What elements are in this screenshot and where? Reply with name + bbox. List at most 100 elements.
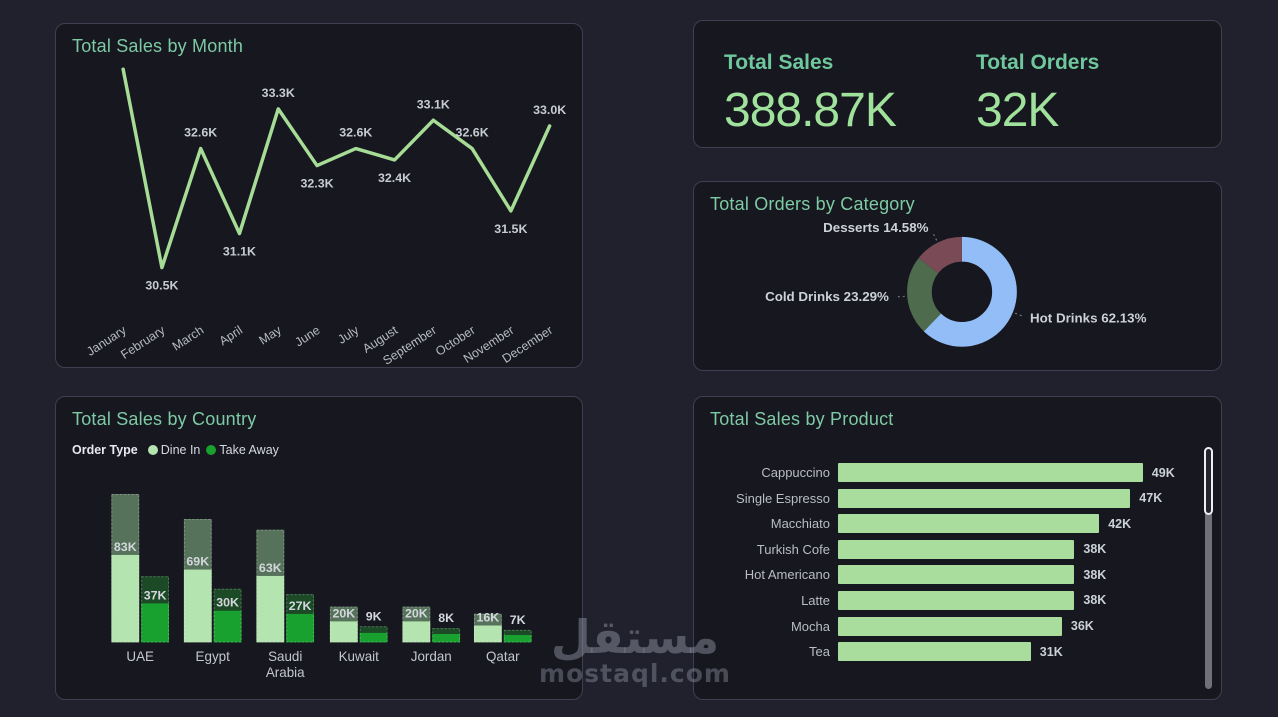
kpi-total-orders: Total Orders 32K: [976, 51, 1228, 138]
product-bar[interactable]: [838, 539, 1075, 559]
bar-total-dine-in[interactable]: [256, 529, 285, 576]
bar-total-dine-in[interactable]: [473, 613, 502, 626]
data-label: 30.5K: [145, 278, 178, 292]
axis-label-product: Macchiato: [770, 516, 830, 532]
scrollbar[interactable]: [1204, 447, 1213, 689]
dine-in-dot-icon: [147, 445, 158, 455]
bar-outline: [359, 626, 388, 643]
product-bar[interactable]: [838, 488, 1131, 508]
bar-data-label: 31K: [1039, 644, 1063, 659]
axis-label-product: Turkish Cofe: [756, 541, 830, 557]
axis-label-product: Single Espresso: [736, 490, 830, 506]
line-chart[interactable]: 30.5K 32.6K 31.1K 33.3K 32.3K 32.6K 32.4K 33.1K…: [56, 24, 582, 367]
bar-take-away[interactable]: [432, 633, 461, 643]
bar-total-take-away[interactable]: [213, 588, 242, 611]
legend-label: Dine In: [160, 443, 201, 457]
bar-dine-in[interactable]: [329, 621, 358, 643]
axis-label-country: UAE: [126, 649, 154, 664]
bar-take-away[interactable]: [141, 603, 169, 643]
bar-data-label: 83K: [114, 540, 137, 554]
scrollbar-thumb[interactable]: [1204, 447, 1213, 515]
donut-chart-title: Total Orders by Category: [710, 194, 915, 214]
axis-label-product: Cappuccino: [761, 465, 830, 480]
product-bar[interactable]: [838, 514, 1100, 534]
legend-item-take-away[interactable]: Take Away: [206, 443, 279, 457]
bar-data-label: 38K: [1083, 542, 1107, 557]
bar-data-label: 37K: [144, 588, 167, 602]
bar-total-dine-in[interactable]: [402, 606, 431, 622]
bar-outline: [402, 606, 431, 643]
bar-outline: [329, 606, 358, 643]
callout-leader-line: [932, 232, 938, 241]
axis-label-country: Kuwait: [339, 649, 380, 664]
product-bar[interactable]: [838, 616, 1062, 636]
bar-total-take-away[interactable]: [503, 629, 532, 636]
product-chart-title: Total Sales by Product: [710, 409, 894, 429]
bar-dine-in[interactable]: [473, 625, 502, 643]
donut-chart[interactable]: Hot Drinks 62.13% Cold Drinks 23.29% Desse…: [694, 182, 1221, 370]
bar-take-away[interactable]: [286, 613, 315, 643]
donut-slice-cold-drinks[interactable]: [907, 236, 1017, 347]
data-label: 32.6K: [456, 126, 489, 140]
callout-leader-line: [1015, 312, 1024, 317]
bar-dine-in[interactable]: [183, 569, 212, 643]
bar-data-label: 20K: [332, 606, 355, 620]
bar-total-take-away[interactable]: [432, 628, 461, 634]
bar-dine-in[interactable]: [256, 575, 285, 643]
bar-data-label: 63K: [259, 561, 282, 575]
bar-dine-in[interactable]: [111, 554, 140, 643]
sales-line[interactable]: [121, 67, 552, 270]
data-label: 32.4K: [378, 171, 411, 185]
bar-total-take-away[interactable]: [359, 626, 388, 633]
axis-label-product: Hot Americano: [744, 567, 830, 583]
axis-label-country: Egypt: [196, 649, 231, 664]
axis-label-month: June: [292, 323, 322, 349]
bar-total-take-away[interactable]: [286, 594, 315, 614]
bar-outline: [432, 628, 461, 643]
horizontal-bar-chart[interactable]: Cappuccino 49K Single Espresso 47K Macchiato…: [694, 463, 1195, 668]
bar-data-label: 38K: [1083, 593, 1107, 608]
bar-data-label: 42K: [1108, 516, 1132, 531]
product-row: Tea 31K: [694, 642, 1195, 662]
data-label: 31.1K: [223, 244, 256, 258]
bar-take-away[interactable]: [213, 610, 242, 643]
axis-label-country: Qatar: [486, 649, 520, 664]
bar-take-away[interactable]: [503, 635, 532, 643]
axis-label-month: July: [335, 323, 362, 347]
bar-outline: [503, 629, 532, 643]
bar-outline: [183, 518, 212, 643]
data-label: 32.6K: [339, 126, 372, 140]
card-total-sales-by-product: Total Sales by Product Cappuccino 49K Sing…: [693, 396, 1222, 700]
axis-label-month: April: [217, 323, 245, 348]
bar-total-dine-in[interactable]: [329, 606, 358, 622]
legend-item-dine-in[interactable]: Dine In: [147, 443, 201, 457]
bar-outline: [111, 493, 140, 643]
bar-outline: [213, 588, 242, 643]
bar-total-take-away[interactable]: [141, 576, 169, 604]
bar-total-dine-in[interactable]: [111, 493, 140, 555]
donut-slice-desserts[interactable]: [907, 236, 1017, 347]
product-bar[interactable]: [838, 463, 1143, 482]
bar-data-label: 27K: [289, 599, 312, 613]
kpi-value: 388.87K: [724, 84, 897, 137]
bar-take-away[interactable]: [359, 632, 388, 643]
axis-label-product: Mocha: [790, 618, 830, 634]
data-label: 31.5K: [494, 222, 527, 236]
bar-data-label: 20K: [405, 606, 428, 620]
kpi-label: Total Sales: [724, 51, 834, 74]
product-bar[interactable]: [838, 590, 1075, 610]
axis-label-country: Arabia: [266, 665, 305, 680]
order-type-legend: Order Type Dine In Take Away: [72, 443, 279, 457]
card-total-orders-by-category: Total Orders by Category Hot Drinks 62.1…: [693, 181, 1222, 371]
bar-dine-in[interactable]: [402, 621, 431, 643]
country-chart-title: Total Sales by Country: [72, 409, 257, 429]
product-bar[interactable]: [838, 642, 1031, 662]
donut-callout-label: Cold Drinks 23.29%: [765, 289, 889, 304]
product-bar[interactable]: [838, 565, 1075, 585]
bar-total-dine-in[interactable]: [183, 518, 212, 570]
product-row: Macchiato 42K: [694, 514, 1195, 534]
axis-label-country: Jordan: [411, 649, 452, 664]
kpi-value: 32K: [976, 84, 1059, 137]
